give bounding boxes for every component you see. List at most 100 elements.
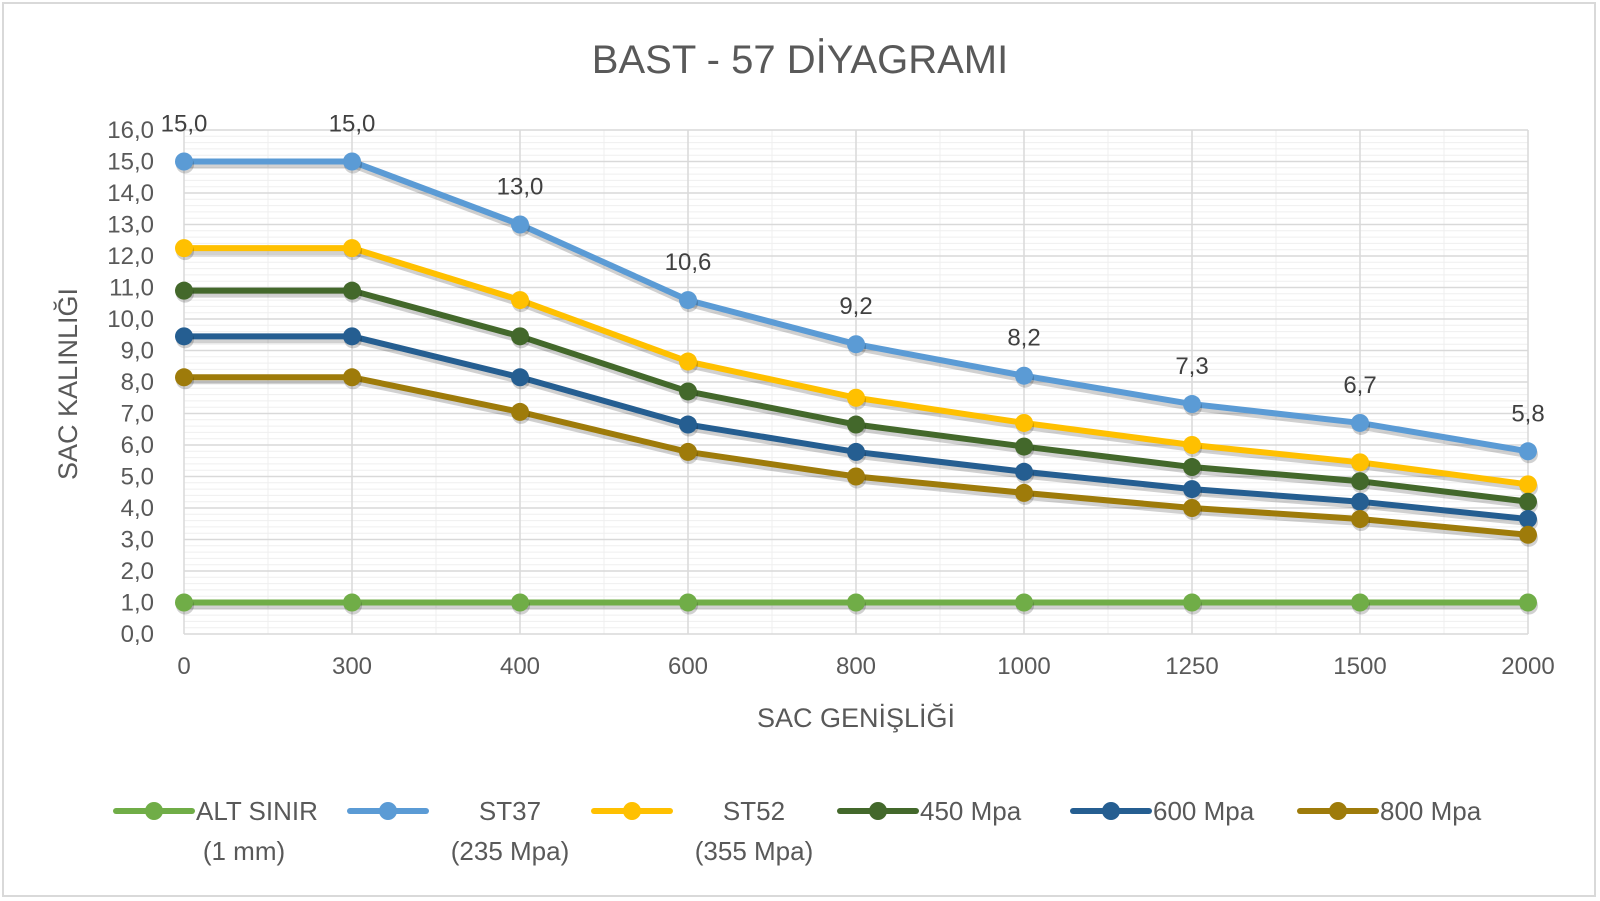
data-point: [343, 239, 361, 258]
data-point: [1015, 413, 1033, 432]
x-tick-label: 0: [177, 653, 190, 680]
y-axis-ticks: 0,0 1,0 2,0 3,0 4,0 5,0 6,0 7,0 8,0 9,0 10,0 11,0 12…: [107, 117, 154, 648]
series-4: [175, 327, 1538, 532]
data-point: [1015, 593, 1033, 612]
data-point: [679, 415, 697, 434]
data-point: [1519, 525, 1537, 544]
y-tick-label: 9,0: [121, 338, 154, 365]
y-tick-label: 4,0: [121, 495, 154, 522]
legend-item-0: ALT SINIR (1 mm): [113, 796, 318, 866]
data-label: 7,3: [1175, 353, 1208, 380]
data-point: [1183, 499, 1201, 517]
data-label: 10,6: [665, 249, 712, 276]
legend-marker: [379, 802, 397, 820]
data-point: [343, 152, 361, 171]
y-tick-label: 6,0: [121, 432, 154, 459]
data-point: [343, 281, 361, 300]
y-tick-label: 8,0: [121, 369, 154, 396]
data-point: [511, 368, 529, 387]
x-tick-label: 400: [500, 653, 540, 680]
data-point: [1015, 462, 1033, 481]
data-label: 15,0: [161, 111, 208, 138]
data-point: [1183, 436, 1201, 454]
legend-item-3: 450 Mpa: [837, 796, 1022, 826]
data-point: [847, 388, 865, 407]
legend-label: 450 Mpa: [920, 796, 1022, 826]
legend-item-1: ST37 (235 Mpa): [347, 796, 569, 866]
data-point: [679, 291, 697, 310]
data-point: [1519, 593, 1537, 612]
x-axis-title: SAC GENİŞLİĞİ: [757, 702, 955, 733]
data-label: 13,0: [497, 174, 544, 201]
y-tick-label: 15,0: [107, 149, 154, 176]
chart-title: BAST - 57 DİYAGRAMI: [592, 37, 1008, 82]
series-5: [175, 368, 1538, 547]
data-point: [847, 442, 865, 461]
y-tick-label: 1,0: [121, 590, 154, 617]
legend-marker: [623, 802, 641, 820]
legend-marker: [1329, 802, 1347, 820]
x-tick-label: 1500: [1333, 653, 1386, 680]
series-1: [175, 152, 1538, 464]
y-tick-label: 12,0: [107, 243, 154, 270]
x-tick-label: 800: [836, 653, 876, 680]
data-point: [511, 402, 529, 421]
data-point: [1519, 442, 1537, 461]
data-point: [1351, 510, 1369, 529]
series-layer: [175, 152, 1538, 615]
data-point: [1351, 453, 1369, 472]
data-point: [1351, 492, 1369, 511]
y-tick-label: 13,0: [107, 212, 154, 239]
legend-marker: [145, 802, 163, 820]
legend: ALT SINIR (1 mm) ST37 (235 Mpa) ST52 (355 Mpa…: [113, 796, 1482, 866]
data-point: [1183, 395, 1201, 414]
data-label: 9,2: [839, 293, 872, 320]
y-tick-label: 14,0: [107, 180, 154, 207]
data-label: 6,7: [1343, 372, 1376, 399]
data-point: [343, 327, 361, 346]
data-label: 8,2: [1007, 325, 1040, 352]
legend-marker: [1102, 802, 1120, 820]
y-tick-label: 0,0: [121, 621, 154, 648]
data-point: [679, 382, 697, 401]
x-tick-label: 300: [332, 653, 372, 680]
y-axis-title: SAC KALINLIĞI: [52, 288, 83, 480]
data-point: [679, 593, 697, 612]
x-tick-label: 1000: [997, 653, 1050, 680]
data-point: [847, 335, 865, 354]
data-point: [1015, 437, 1033, 456]
y-tick-label: 2,0: [121, 558, 154, 585]
series-2: [175, 239, 1538, 497]
data-point: [175, 327, 193, 346]
y-tick-label: 7,0: [121, 401, 154, 428]
data-point: [1183, 480, 1201, 499]
data-labels: 15,0 15,0 13,0 10,6 9,2 8,2 7,3 6,7 5,8: [161, 111, 1545, 428]
data-point: [1351, 413, 1369, 432]
data-point: [847, 593, 865, 612]
data-point: [1183, 458, 1201, 477]
legend-label: 800 Mpa: [1380, 796, 1482, 826]
data-point: [175, 593, 193, 612]
y-tick-label: 5,0: [121, 464, 154, 491]
data-point: [511, 593, 529, 612]
data-point: [1351, 593, 1369, 612]
legend-item-2: ST52 (355 Mpa): [591, 796, 814, 866]
y-tick-label: 3,0: [121, 527, 154, 554]
x-tick-label: 2000: [1501, 653, 1554, 680]
y-tick-label: 10,0: [107, 306, 154, 333]
y-tick-label: 16,0: [107, 117, 154, 144]
data-point: [175, 281, 193, 300]
data-label: 5,8: [1511, 400, 1544, 427]
legend-sublabel: (355 Mpa): [695, 836, 814, 866]
legend-marker: [869, 802, 887, 820]
x-axis-ticks: 0 300 400 600 800 1000 1250 1500 2000: [177, 653, 1554, 680]
legend-label: ALT SINIR: [196, 796, 318, 826]
legend-item-5: 800 Mpa: [1297, 796, 1482, 826]
legend-label: ST52: [723, 796, 785, 826]
y-tick-label: 11,0: [109, 275, 154, 302]
x-tick-label: 1250: [1165, 653, 1218, 680]
data-point: [1519, 475, 1537, 494]
data-point: [847, 415, 865, 434]
legend-label: ST37: [479, 796, 541, 826]
